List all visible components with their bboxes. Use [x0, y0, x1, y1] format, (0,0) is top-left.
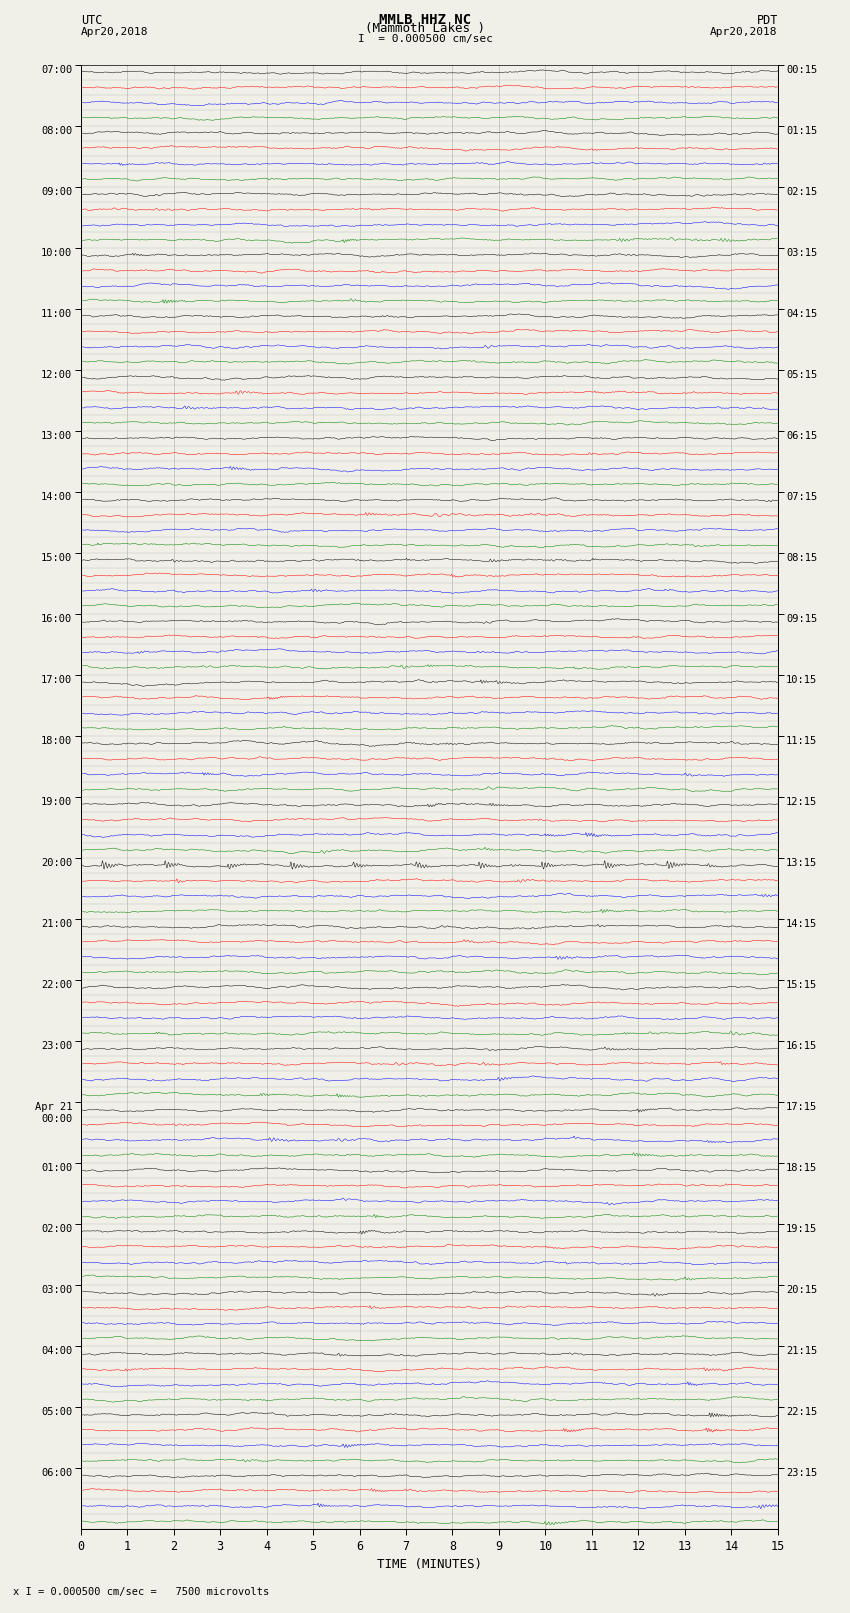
Text: MMLB HHZ NC: MMLB HHZ NC [379, 13, 471, 27]
Text: I  = 0.000500 cm/sec: I = 0.000500 cm/sec [358, 34, 492, 44]
Text: Apr20,2018: Apr20,2018 [81, 27, 148, 37]
Text: UTC: UTC [81, 15, 102, 27]
Text: Apr20,2018: Apr20,2018 [711, 27, 778, 37]
Text: (Mammoth Lakes ): (Mammoth Lakes ) [365, 23, 485, 35]
Text: x I = 0.000500 cm/sec =   7500 microvolts: x I = 0.000500 cm/sec = 7500 microvolts [13, 1587, 269, 1597]
X-axis label: TIME (MINUTES): TIME (MINUTES) [377, 1558, 482, 1571]
Text: PDT: PDT [756, 15, 778, 27]
